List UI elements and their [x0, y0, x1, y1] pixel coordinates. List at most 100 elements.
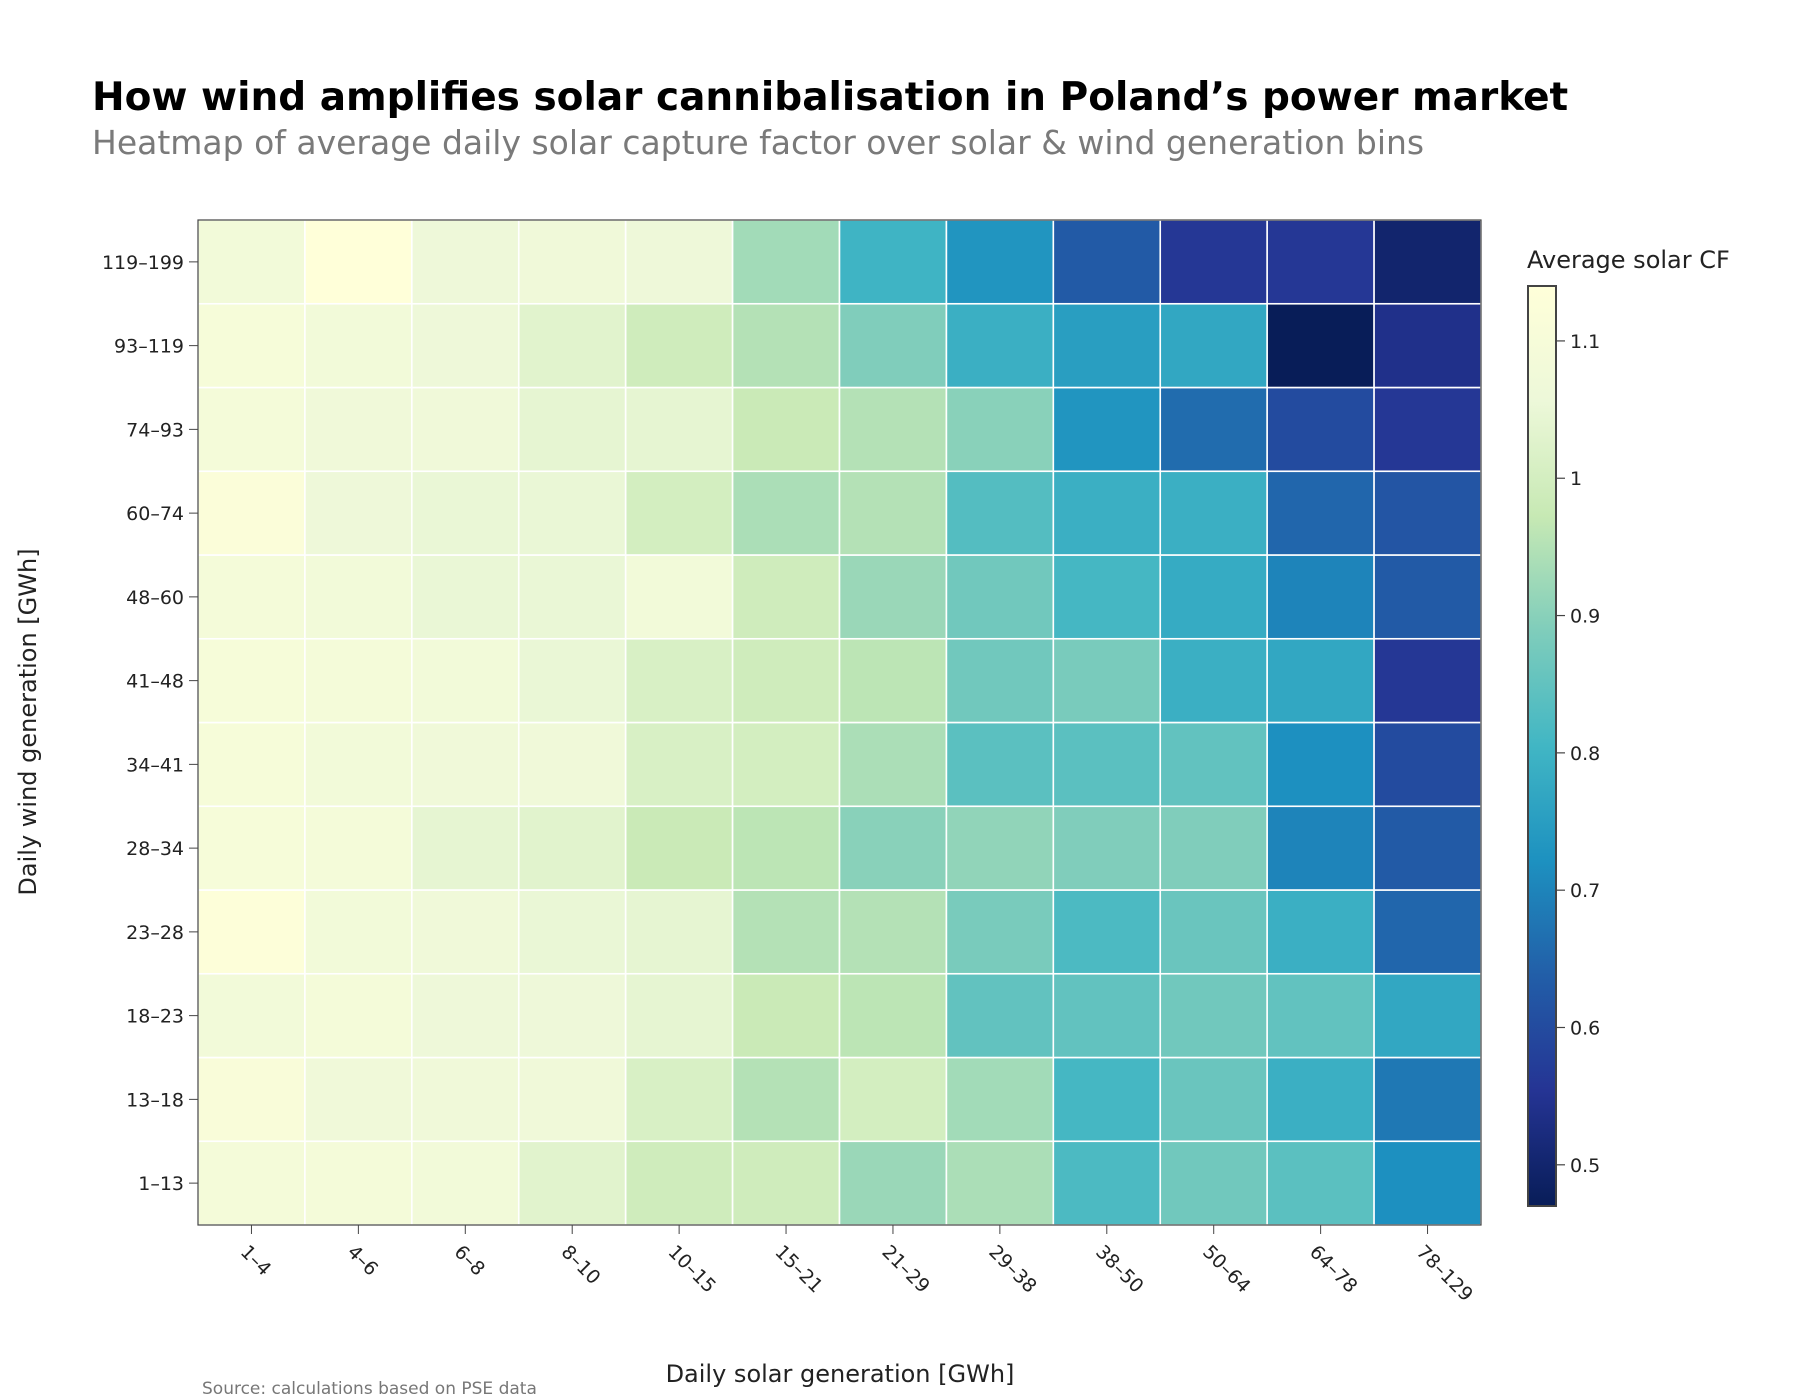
heatmap-cell: [411, 470, 520, 556]
heatmap-cell: [1373, 805, 1482, 891]
y-tick-label: 74–93: [126, 419, 184, 441]
heatmap-cell: [731, 721, 841, 808]
heatmap-cell: [411, 805, 520, 891]
heatmap-cell: [624, 302, 734, 389]
heatmap-cell: [517, 302, 627, 389]
heatmap-cell: [731, 470, 841, 556]
heatmap-cell: [304, 637, 413, 724]
heatmap-cell: [1373, 219, 1482, 305]
plot-frame: [197, 219, 1482, 1226]
heatmap-cell: [1052, 805, 1162, 891]
heatmap-cell: [517, 554, 627, 640]
heatmap-cell: [1052, 1140, 1162, 1226]
heatmap-cell: [517, 1140, 627, 1226]
heatmap-cell: [945, 219, 1055, 305]
source-note: Source: calculations based on PSE data: [202, 1379, 537, 1399]
chart-subtitle: Heatmap of average daily solar capture f…: [92, 123, 1424, 162]
heatmap-cell: [1373, 889, 1482, 975]
heatmap-cell: [838, 219, 948, 305]
heatmap-cell: [731, 302, 841, 389]
heatmap-cell: [838, 972, 948, 1059]
heatmap-cell: [197, 805, 306, 891]
heatmap-cell: [945, 805, 1055, 891]
heatmap-cell: [1052, 386, 1162, 473]
heatmap-cell: [1266, 1056, 1375, 1143]
heatmap-cell: [411, 554, 520, 640]
heatmap-cell: [197, 554, 306, 640]
heatmap-cell: [304, 889, 413, 975]
heatmap-cell: [517, 219, 627, 305]
heatmap-cell: [411, 1140, 520, 1226]
chart-title: How wind amplifies solar cannibalisation…: [92, 75, 1568, 120]
heatmap-cell: [1052, 721, 1162, 808]
heatmap-cell: [1052, 972, 1162, 1059]
heatmap-cell: [731, 219, 841, 305]
colorbar-tick-label: 0.6: [1570, 1017, 1600, 1039]
heatmap-cell: [517, 637, 627, 724]
heatmap-cell: [304, 554, 413, 640]
heatmap-cell: [517, 972, 627, 1059]
x-tick-label: 38–50: [1091, 1241, 1147, 1297]
heatmap-cell: [411, 637, 520, 724]
heatmap-cell: [1159, 219, 1268, 305]
heatmap-cell: [624, 805, 734, 891]
colorbar-tick-label: 0.7: [1570, 880, 1600, 902]
heatmap-cell: [624, 554, 734, 640]
heatmap-cell: [517, 805, 627, 891]
heatmap-cell: [197, 721, 306, 808]
heatmap-cell: [1266, 637, 1375, 724]
heatmap-cell: [197, 219, 306, 305]
heatmap-cell: [624, 889, 734, 975]
heatmap-cell: [1159, 1056, 1268, 1143]
heatmap-cell: [1373, 1056, 1482, 1143]
y-axis-ticks: 1–13 13–18 18–23 23–28 28–34 34–41 41–48 48–60 6…: [102, 252, 198, 1195]
heatmap-cell: [304, 1140, 413, 1226]
heatmap-cell: [838, 386, 948, 473]
heatmap-cell: [304, 805, 413, 891]
heatmap-cell: [838, 805, 948, 891]
heatmap-cell: [197, 1140, 306, 1226]
heatmap-cell: [945, 889, 1055, 975]
heatmap-cell: [838, 1140, 948, 1226]
heatmap-cell: [1052, 554, 1162, 640]
y-tick-label: 60–74: [126, 503, 184, 525]
y-axis-title: Daily wind generation [GWh]: [14, 548, 42, 895]
heatmap-cell: [731, 805, 841, 891]
colorbar-tick-label: 1.1: [1570, 331, 1600, 353]
heatmap-cell: [838, 721, 948, 808]
heatmap-cell: [945, 302, 1055, 389]
heatmap-cell: [304, 386, 413, 473]
heatmap-cell: [411, 219, 520, 305]
x-axis-ticks: 1–4 4–6 6–8 8–10 10–15 15–21 21–29 29–38 38–50 50…: [236, 1225, 1477, 1306]
heatmap-cell: [1373, 721, 1482, 808]
heatmap-cell: [1052, 889, 1162, 975]
heatmap-cell: [1266, 554, 1375, 640]
x-tick-label: 4–6: [343, 1241, 382, 1280]
heatmap-cell: [1266, 386, 1375, 473]
heatmap-cell: [1266, 889, 1375, 975]
heatmap-cell: [304, 219, 413, 305]
colorbar-title: Average solar CF: [1527, 246, 1730, 274]
y-tick-label: 41–48: [126, 671, 184, 693]
heatmap-cell: [838, 637, 948, 724]
heatmap-cell: [945, 1056, 1055, 1143]
heatmap-cell: [945, 386, 1055, 473]
y-tick-label: 1–13: [138, 1173, 184, 1195]
heatmap-cell: [197, 470, 306, 556]
heatmap-cell: [838, 1056, 948, 1143]
colorbar-ticks: 0.5 0.6 0.7 0.8 0.9 1 1.1: [1557, 331, 1600, 1177]
heatmap-cell: [1159, 972, 1268, 1059]
heatmap-cell: [838, 302, 948, 389]
x-tick-label: 64–78: [1305, 1241, 1361, 1297]
heatmap-cell: [1373, 972, 1482, 1059]
colorbar-tick-label: 0.8: [1570, 743, 1600, 765]
heatmap-cell: [197, 889, 306, 975]
heatmap-cell: [1373, 386, 1482, 473]
y-tick-label: 93–119: [114, 336, 184, 358]
heatmap-cell: [731, 386, 841, 473]
heatmap-cell: [624, 1056, 734, 1143]
y-tick-label: 48–60: [126, 587, 184, 609]
y-tick-label: 34–41: [126, 754, 184, 776]
x-tick-label: 78–129: [1412, 1241, 1477, 1306]
